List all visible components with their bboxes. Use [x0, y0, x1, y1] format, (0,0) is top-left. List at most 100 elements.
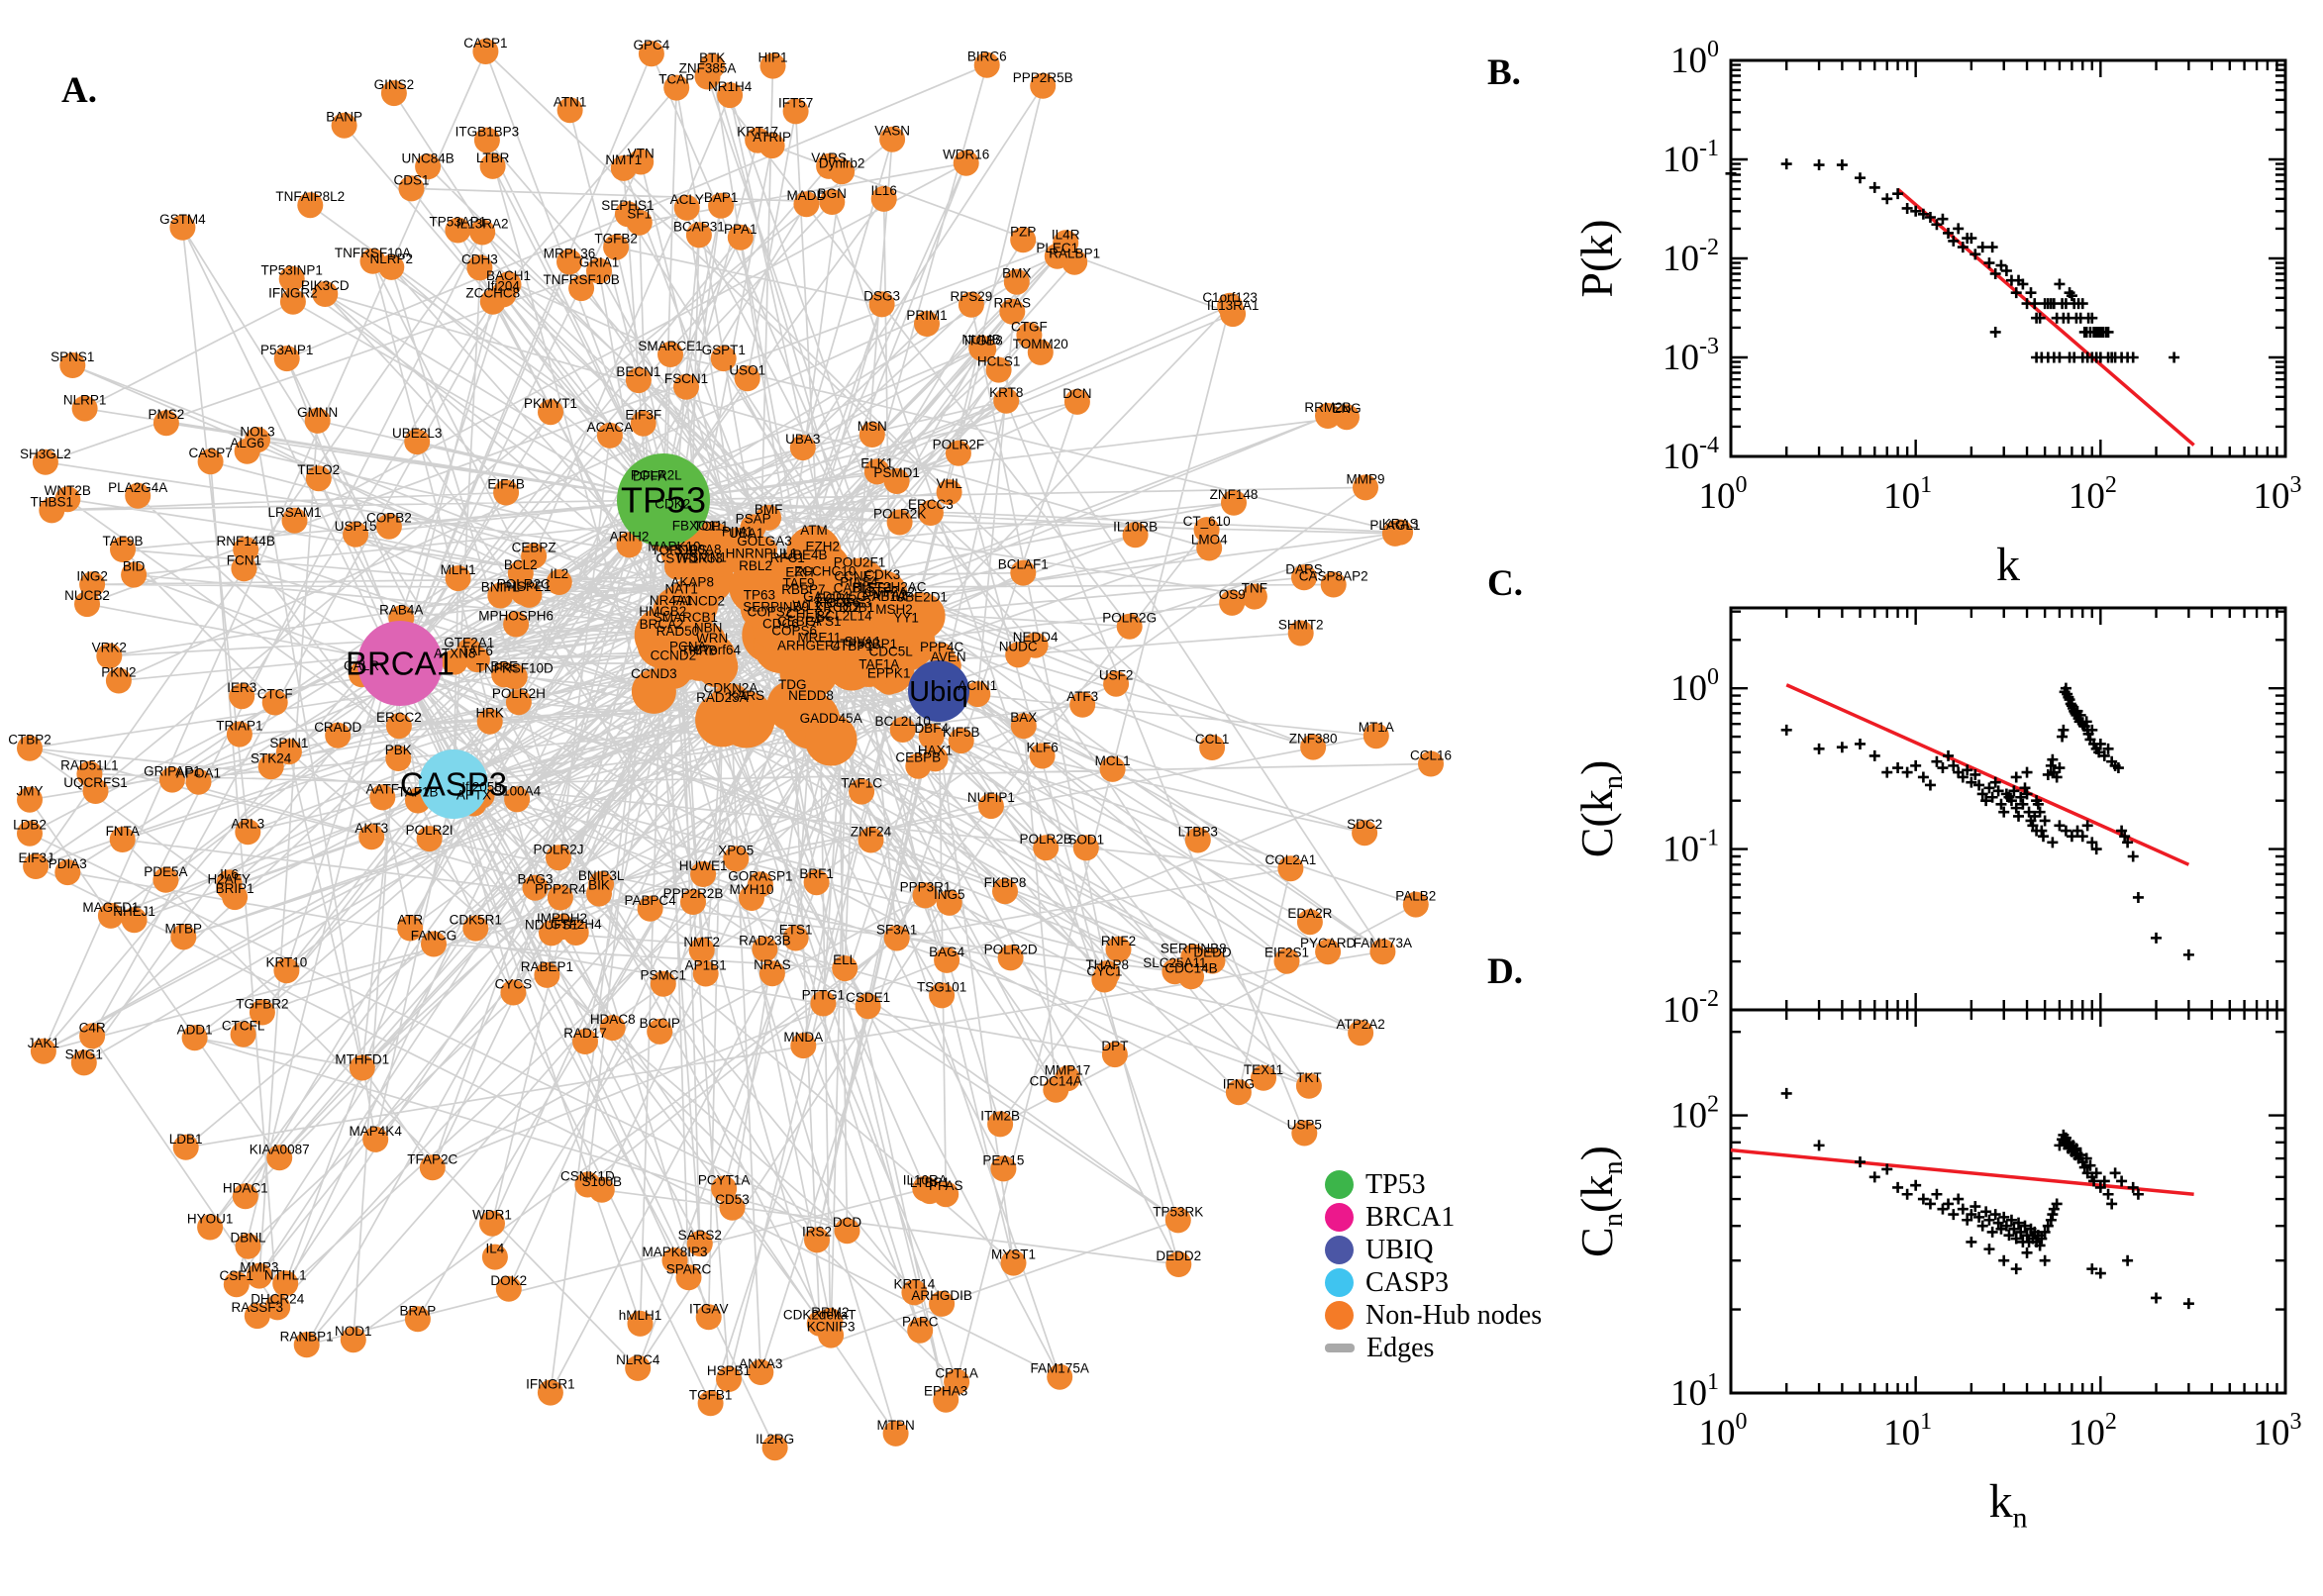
non-hub-node — [688, 937, 715, 963]
non-hub-node — [445, 565, 471, 592]
node-label: FCN1 — [227, 552, 261, 567]
non-hub-node — [245, 427, 270, 453]
y-axis-title: C(kn​) — [1571, 760, 1629, 858]
node-label: CABLES1 — [834, 581, 894, 596]
node-label: PMS2 — [149, 407, 185, 422]
node-label: ZNF380 — [1289, 732, 1338, 747]
tick-label: 10-3 — [1663, 334, 1719, 378]
non-hub-node — [476, 708, 503, 735]
node-label: NTHL1 — [264, 1267, 307, 1282]
non-hub-node — [463, 647, 490, 672]
non-hub-node — [246, 1262, 272, 1289]
non-hub-node — [792, 549, 819, 576]
non-hub-node — [340, 1327, 366, 1353]
node-label: SIVA1 — [845, 635, 881, 649]
node-label: HRK — [475, 706, 504, 721]
non-hub-node — [740, 514, 766, 541]
non-hub-node — [469, 219, 496, 246]
node-label: PLEC1 — [1036, 241, 1078, 255]
non-hub-node — [233, 537, 259, 563]
non-hub-node — [1055, 1065, 1080, 1092]
non-hub-node — [889, 717, 916, 743]
non-hub-node — [229, 683, 255, 710]
hub-label-BRCA1: BRCA1 — [346, 646, 454, 682]
panel-c-label: C. — [1487, 563, 1523, 604]
non-hub-node — [96, 643, 123, 669]
node-label: RANBP1 — [280, 1329, 334, 1344]
non-hub-node — [761, 1435, 788, 1461]
node-label: Ifi205b — [461, 780, 502, 795]
non-hub-node — [397, 915, 424, 942]
node-label: YY1 — [893, 611, 919, 626]
node-label: SOD1 — [1067, 832, 1104, 847]
non-hub-node — [70, 1049, 97, 1076]
non-hub-node — [23, 853, 50, 879]
non-hub-node — [1016, 322, 1043, 349]
node-label: THBS1 — [31, 494, 74, 509]
node-label: HIP1 — [758, 50, 787, 65]
non-hub-node — [503, 611, 530, 638]
node-label: TNFAIP8L2 — [275, 189, 345, 204]
non-hub-node — [745, 127, 771, 153]
node-label: HMGB2 — [639, 604, 686, 619]
node-label: USF2 — [1099, 668, 1134, 683]
non-hub-node — [599, 1015, 626, 1042]
non-hub-node — [1010, 713, 1037, 740]
non-hub-node — [992, 878, 1018, 905]
legend-label: TP53 — [1365, 1168, 1426, 1200]
legend-label: UBIQ — [1365, 1234, 1434, 1265]
node-label: RAD23B — [739, 934, 791, 948]
non-hub-node — [1030, 72, 1057, 99]
node-label: BANP — [326, 110, 362, 125]
non-hub-node — [522, 874, 549, 901]
node-label: IL2RG — [756, 1432, 794, 1446]
node-label: CSTF1 — [656, 551, 699, 566]
node-label: SDC2 — [1347, 817, 1382, 832]
non-hub-node — [973, 51, 1000, 78]
node-label: EIF2S1 — [1264, 946, 1309, 960]
node-label: CSF1 — [220, 1268, 254, 1283]
non-hub-node — [625, 1354, 652, 1381]
non-hub-node — [359, 248, 386, 274]
node-label: TP53RK — [1153, 1204, 1203, 1219]
non-hub-node — [79, 571, 106, 598]
legend-dot-icon — [1325, 1301, 1354, 1330]
non-hub-node — [152, 410, 179, 437]
node-label: DCN — [1062, 386, 1091, 401]
node-label: ERCC3 — [908, 497, 954, 512]
node-label: S100A4 — [493, 783, 542, 798]
node-label: SF1 — [627, 207, 652, 222]
node-label: CYCS — [495, 977, 533, 992]
node-label: APOA1 — [176, 766, 221, 781]
node-label: OS9 — [1219, 587, 1246, 602]
node-label: AVEN — [931, 649, 966, 664]
node-label: MAGED1 — [82, 900, 139, 915]
node-label: POLR2K — [873, 507, 926, 522]
non-hub-node — [223, 1271, 250, 1298]
non-hub-node — [1029, 743, 1056, 769]
non-hub-node — [1291, 564, 1317, 591]
non-hub-node — [858, 827, 884, 853]
non-hub-node — [1184, 827, 1211, 853]
node-label: SMARCB1 — [654, 610, 718, 625]
non-hub-node — [804, 713, 858, 766]
non-hub-node — [789, 609, 828, 648]
node-label: POLR2F — [933, 438, 985, 452]
node-label: Ifi204 — [487, 278, 521, 293]
node-label: PDIA3 — [49, 856, 87, 871]
node-label: EPHA3 — [924, 1384, 967, 1399]
non-hub-node — [362, 1126, 389, 1152]
node-label: DEDD2 — [1156, 1248, 1201, 1263]
node-label: CASP7 — [188, 446, 232, 460]
node-label: CDC6 — [762, 616, 799, 631]
node-label: WRN — [696, 631, 728, 646]
non-hub-node — [748, 1359, 774, 1385]
non-hub-node — [1251, 1064, 1276, 1091]
non-hub-node — [404, 1306, 431, 1333]
node-label: CPT1A — [935, 1366, 978, 1381]
node-label: XRCC2 — [814, 600, 859, 615]
non-hub-node — [125, 482, 152, 509]
node-label: PTTG1 — [802, 988, 846, 1003]
non-hub-node — [1320, 571, 1347, 598]
node-label: BRCA2 — [640, 617, 684, 632]
